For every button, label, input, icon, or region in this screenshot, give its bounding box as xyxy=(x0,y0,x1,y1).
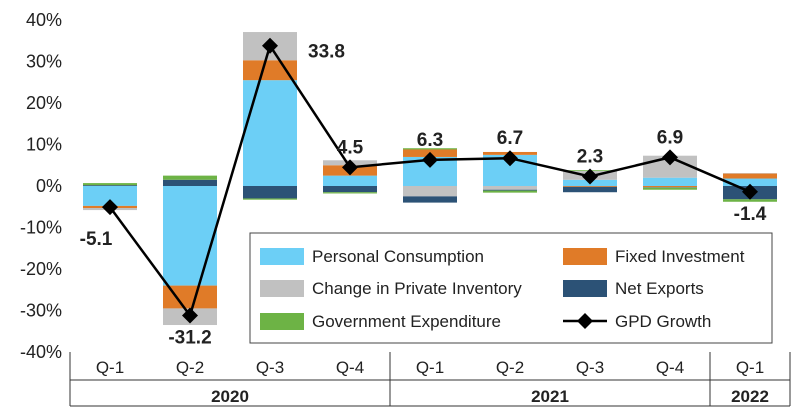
data-label: 33.8 xyxy=(308,42,345,63)
legend-label: GPD Growth xyxy=(615,312,711,331)
legend-label: Net Exports xyxy=(615,279,704,298)
data-label: 6.9 xyxy=(657,127,683,148)
legend-swatch xyxy=(563,280,607,297)
bar-segment-personal-consumption xyxy=(723,178,777,186)
y-tick-label: -40% xyxy=(20,342,62,362)
legend-swatch xyxy=(260,248,304,265)
bar-segment-government-expenditure xyxy=(483,190,537,193)
y-tick-label: 20% xyxy=(26,93,62,113)
bar-segment-fixed-investment xyxy=(723,173,777,179)
bar-segment-personal-consumption xyxy=(643,177,697,186)
bar-segment-personal-consumption xyxy=(323,175,377,186)
data-label: 2.3 xyxy=(577,146,603,167)
x-tick-label: Q-4 xyxy=(336,358,364,377)
bar-segment-fixed-investment xyxy=(643,186,697,188)
bar-segment-personal-consumption xyxy=(243,80,297,186)
bar-segment-net-exports xyxy=(563,186,617,193)
x-tick-label: Q-4 xyxy=(656,358,684,377)
year-label: 2022 xyxy=(731,387,769,406)
data-label: 6.7 xyxy=(497,128,523,149)
gdp-growth-marker xyxy=(502,150,518,167)
x-tick-label: Q-3 xyxy=(256,358,284,377)
bar-segment-government-expenditure xyxy=(723,199,777,202)
bar-segment-change-in-private-inventory xyxy=(403,186,457,197)
bar-segment-personal-consumption xyxy=(163,186,217,286)
gdp-growth-marker xyxy=(102,199,118,216)
bar-segment-government-expenditure xyxy=(163,175,217,180)
data-label: -5.1 xyxy=(80,229,113,250)
y-tick-label: 40% xyxy=(26,10,62,30)
y-tick-label: 30% xyxy=(26,52,62,72)
legend-diamond-marker xyxy=(577,313,593,329)
x-tick-label: Q-1 xyxy=(736,358,764,377)
bar-segment-net-exports xyxy=(243,186,297,199)
data-label: -1.4 xyxy=(734,204,767,225)
gdp-growth-marker xyxy=(742,183,758,200)
x-tick-label: Q-1 xyxy=(96,358,124,377)
gdp-growth-marker xyxy=(182,307,198,324)
gdp-growth-marker xyxy=(662,149,678,166)
x-tick-label: Q-3 xyxy=(576,358,604,377)
legend-label: Fixed Investment xyxy=(615,247,745,266)
legend-label: Government Expenditure xyxy=(312,312,501,331)
year-label: 2020 xyxy=(211,387,249,406)
legend-label: Personal Consumption xyxy=(312,247,484,266)
bar-segment-fixed-investment xyxy=(163,285,217,309)
bar-segment-net-exports xyxy=(403,196,457,203)
bar-segment-government-expenditure xyxy=(643,187,697,190)
bar-segment-fixed-investment xyxy=(243,60,297,81)
data-labels: -5.1 -31.2 33.8 4.5 6.3 6.7 2.3 6.9 -1.4 xyxy=(80,42,767,349)
bar-segment-government-expenditure xyxy=(83,183,137,186)
data-label: -31.2 xyxy=(168,327,211,348)
y-tick-label: -10% xyxy=(20,218,62,238)
legend: Personal Consumption Fixed Investment Chan… xyxy=(249,232,773,344)
data-label: 4.5 xyxy=(337,137,364,158)
bar-segment-government-expenditure xyxy=(243,198,297,200)
gdp-growth-marker xyxy=(422,151,438,168)
legend-swatch xyxy=(260,313,304,330)
bar-segment-net-exports xyxy=(483,189,537,191)
x-tick-label: Q-2 xyxy=(176,358,204,377)
bar-segment-personal-consumption xyxy=(83,186,137,206)
legend-swatch xyxy=(260,280,304,297)
gdp-growth-marker xyxy=(582,168,598,185)
gdp-growth-marker xyxy=(262,37,278,54)
legend-swatch xyxy=(563,248,607,265)
y-tick-label: -30% xyxy=(20,301,62,321)
bar-segment-fixed-investment xyxy=(563,186,617,187)
bar-segment-net-exports xyxy=(323,186,377,193)
bar-segment-change-in-private-inventory xyxy=(483,186,537,190)
x-tick-label: Q-2 xyxy=(496,358,524,377)
gdp-growth-line xyxy=(102,37,758,324)
bar-segment-government-expenditure xyxy=(323,192,377,194)
data-label: 6.3 xyxy=(417,130,443,151)
y-tick-label: 10% xyxy=(26,135,62,155)
y-axis: 40% 30% 20% 10% 0% -10% -20% -30% -40% xyxy=(20,10,62,362)
x-tick-label: Q-1 xyxy=(416,358,444,377)
bar-segment-government-expenditure xyxy=(403,148,457,150)
bar-segment-net-exports xyxy=(163,179,217,186)
bar-segment-net-exports xyxy=(83,185,137,186)
year-label: 2021 xyxy=(531,387,569,406)
legend-box xyxy=(249,232,773,344)
legend-label: Change in Private Inventory xyxy=(312,279,522,298)
x-axis: 2020 2021 2022 Q-1 Q-2 Q-3 Q-4 Q-1 Q-2 Q-3 Q-4 Q-1 xyxy=(69,352,791,407)
gdp-growth-marker xyxy=(342,159,358,176)
y-tick-label: -20% xyxy=(20,259,62,279)
y-tick-label: 0% xyxy=(36,176,62,196)
